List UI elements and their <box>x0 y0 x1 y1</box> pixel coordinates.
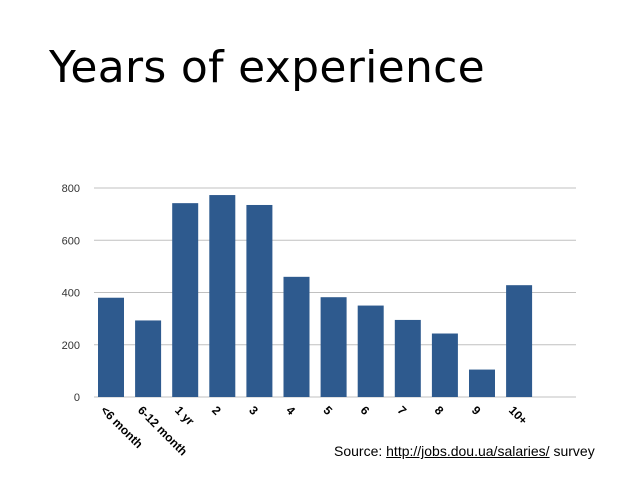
y-tick-label: 600 <box>62 235 80 247</box>
bar <box>209 195 236 397</box>
bar <box>283 276 310 397</box>
x-tick-label: 10+ <box>506 403 530 427</box>
x-tick-label: 8 <box>432 403 447 418</box>
x-tick-label: 3 <box>246 403 261 418</box>
x-tick-label: 6 <box>358 403 373 418</box>
x-tick-label: 4 <box>283 403 298 418</box>
bar <box>469 369 495 397</box>
bar <box>357 305 384 397</box>
y-tick-label: 800 <box>62 183 80 195</box>
bar <box>394 319 421 397</box>
y-tick-label: 400 <box>62 288 80 300</box>
bars <box>98 195 533 397</box>
source-prefix: Source: <box>334 443 387 459</box>
x-tick-label: 5 <box>320 403 335 418</box>
bar <box>246 204 273 397</box>
bar <box>135 320 162 397</box>
chart-title: Years of experience <box>49 42 486 93</box>
y-tick-label: 0 <box>74 392 80 404</box>
y-axis-ticks: 0 200 400 600 800 <box>62 183 80 404</box>
bar <box>431 333 458 397</box>
source-note: Source: http://jobs.dou.ua/salaries/ sur… <box>334 443 595 459</box>
x-tick-label: 9 <box>469 403 484 418</box>
bar <box>506 285 533 397</box>
x-tick-label: 1 yr <box>172 403 197 428</box>
bar <box>98 297 124 397</box>
y-tick-label: 200 <box>62 340 80 352</box>
source-suffix: survey <box>549 443 595 459</box>
bar <box>172 203 199 397</box>
x-tick-label: 2 <box>209 403 224 418</box>
bar <box>320 297 347 397</box>
x-tick-label: 7 <box>395 403 410 418</box>
source-link[interactable]: http://jobs.dou.ua/salaries/ <box>386 443 550 459</box>
